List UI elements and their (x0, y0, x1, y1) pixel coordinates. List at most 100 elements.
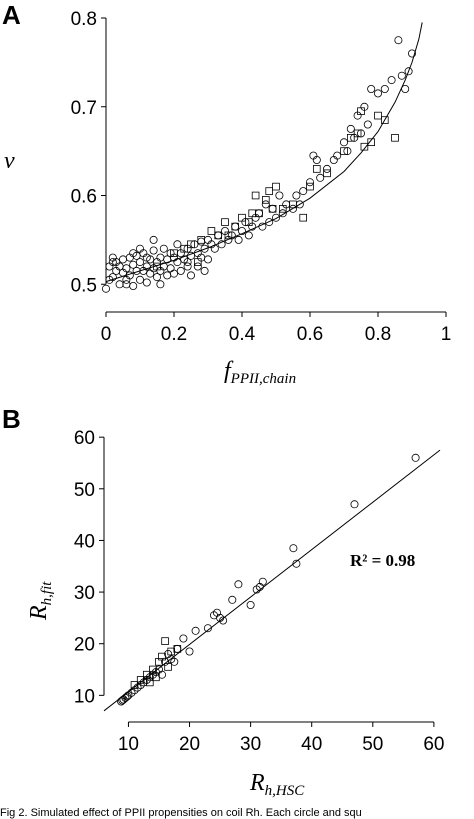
a-square-point (346, 133, 355, 142)
a-square-point (299, 213, 307, 222)
a-square-point (265, 187, 273, 195)
a-square-point (193, 258, 202, 266)
b-circle-point (170, 657, 179, 666)
a-square-point (289, 200, 297, 209)
a-circle-point (163, 271, 172, 280)
a-circle-point (322, 164, 331, 173)
a-circle-point (404, 67, 413, 76)
a-circle-point (346, 124, 355, 133)
b-circle-point (289, 544, 298, 553)
b-square-point (173, 645, 182, 653)
a-circle-point (271, 213, 280, 222)
a-circle-point (373, 89, 382, 98)
b-square-point (136, 676, 145, 684)
b-circle-point (209, 611, 218, 620)
a-square-point (153, 262, 161, 271)
a-square-point (261, 196, 270, 204)
a-circle-point (397, 71, 406, 80)
panel-a-axes: 0 0.2 0.4 0.6 0.8 1 0.5 0.6 0.7 0.8 (71, 9, 452, 345)
b-circle-point (136, 681, 145, 690)
panel-b-markers (117, 453, 420, 706)
a-circle-point (186, 271, 195, 280)
b-x-tick-label: 10 (118, 734, 139, 755)
a-square-point (357, 107, 365, 116)
a-circle-point (394, 36, 403, 45)
a-square-point (180, 244, 189, 253)
a-square-point (221, 218, 229, 226)
a-circle-point (210, 244, 219, 253)
a-circle-point (312, 155, 321, 164)
a-square-point (367, 138, 375, 147)
a-circle-point (129, 281, 138, 290)
b-y-tick-label: 20 (74, 635, 95, 656)
b-circle-point (411, 453, 420, 462)
a-circle-point (200, 244, 209, 253)
a-circle-point (258, 222, 267, 231)
panel-b-y-label-sub: h,fit (39, 581, 55, 606)
a-circle-point (278, 209, 287, 218)
b-square-point (152, 673, 160, 682)
r-squared-annotation: R² = 0.98 (350, 551, 415, 570)
a-circle-point (401, 85, 410, 94)
a-square-point (197, 236, 206, 244)
a-circle-point (316, 173, 325, 182)
a-x-tick-label: 1 (441, 324, 452, 345)
a-circle-point (166, 264, 175, 273)
a-circle-point (197, 237, 206, 246)
b-x-tick-label: 20 (179, 734, 200, 755)
b-circle-point (234, 580, 243, 589)
panel-b: B Rh,fit 10 20 30 40 50 60 10 20 30 40 50 60 R² = 0… (2, 404, 444, 799)
a-circle-point (200, 266, 209, 275)
panel-a-x-label-sub: PPII,chain (230, 371, 296, 387)
a-square-point (391, 133, 399, 142)
a-circle-point (173, 240, 182, 249)
panel-b-letter: B (2, 404, 21, 434)
panel-a-fit-curve (105, 22, 423, 283)
a-circle-point (186, 251, 195, 260)
b-y-tick-label: 40 (74, 531, 95, 552)
panel-a: A ν 0 0.2 0.4 0.6 0.8 1 0.5 0.6 0.7 0.8 fPPII,cha… (2, 0, 451, 387)
a-square-point (306, 182, 314, 191)
b-y-tick-label: 50 (74, 480, 95, 501)
b-y-tick-label: 30 (74, 583, 95, 604)
a-circle-point (244, 231, 253, 240)
panel-b-y-label-main: R (26, 605, 52, 621)
a-square-point (244, 218, 253, 226)
a-square-point (248, 209, 257, 218)
b-circle-point (228, 595, 237, 604)
b-y-tick-label: 10 (74, 686, 95, 707)
panel-b-x-label-sub: h,HSC (265, 783, 306, 799)
a-circle-point (380, 85, 389, 94)
a-square-point (272, 182, 280, 191)
b-x-tick-label: 40 (301, 734, 322, 755)
b-square-point (158, 652, 166, 661)
a-circle-point (333, 151, 342, 160)
a-y-tick-label: 0.5 (71, 275, 97, 296)
a-y-tick-label: 0.6 (71, 187, 97, 208)
a-circle-point (132, 266, 141, 275)
panel-a-x-label-main: f (224, 358, 234, 384)
b-circle-point (191, 626, 200, 635)
a-circle-point (214, 231, 223, 240)
b-circle-point (119, 695, 128, 704)
a-square-point (207, 227, 216, 235)
a-circle-point (265, 218, 274, 227)
b-circle-point (118, 696, 127, 705)
a-x-tick-label: 0 (101, 324, 112, 345)
a-circle-point (129, 260, 138, 269)
b-circle-point (350, 500, 359, 509)
a-circle-point (268, 204, 277, 213)
a-circle-point (407, 49, 416, 58)
a-circle-point (105, 275, 114, 284)
a-circle-point (217, 240, 226, 249)
a-circle-point (387, 76, 396, 85)
a-circle-point (152, 273, 161, 282)
panel-b-fit-line (103, 449, 441, 712)
a-circle-point (122, 264, 131, 273)
b-circle-point (219, 616, 228, 625)
b-circle-point (117, 697, 126, 706)
a-x-tick-label: 0.8 (365, 324, 391, 345)
a-y-tick-label: 0.7 (71, 98, 97, 119)
b-circle-point (252, 585, 261, 594)
b-circle-point (185, 647, 194, 656)
